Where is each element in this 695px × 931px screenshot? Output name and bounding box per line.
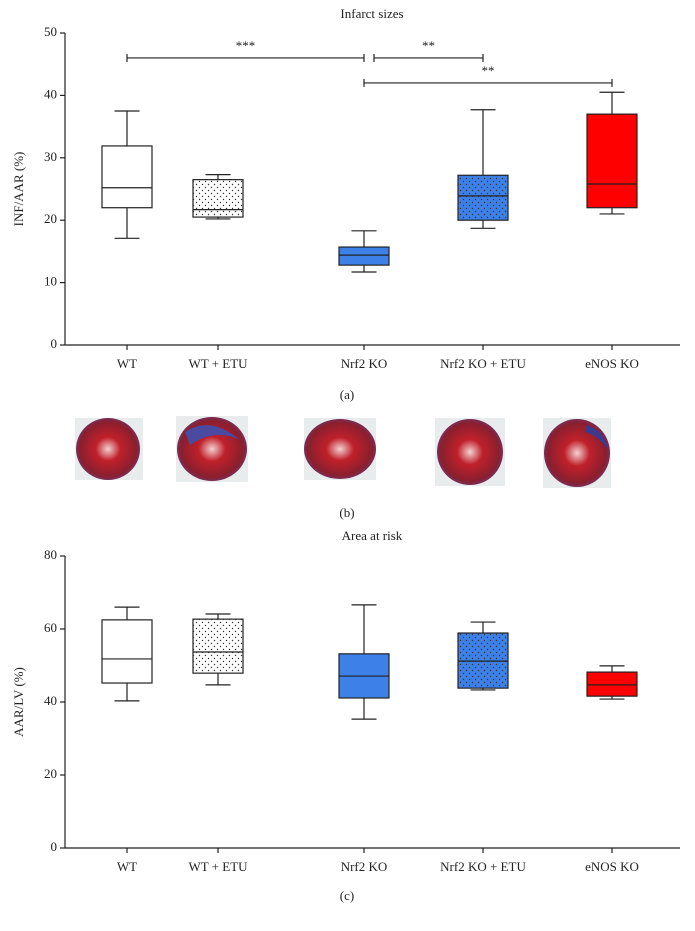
y-tick-label: 50 (44, 24, 57, 39)
x-tick-label: WT (117, 859, 137, 874)
y-tick-label: 40 (44, 86, 57, 101)
x-tick-label: eNOS KO (585, 356, 639, 371)
box (338, 246, 390, 266)
box-pattern (458, 175, 508, 221)
x-tick-label: Nrf2 KO + ETU (440, 356, 526, 371)
y-tick-label: 20 (44, 766, 57, 781)
chart-title: Area at risk (342, 528, 403, 543)
panel-label: (a) (340, 387, 354, 402)
y-tick-label: 30 (44, 149, 57, 164)
y-tick-label: 20 (44, 211, 57, 226)
y-tick-label: 40 (44, 693, 57, 708)
y-tick-label: 80 (44, 547, 57, 562)
panel-label: (c) (340, 888, 354, 903)
y-tick-label: 0 (51, 336, 58, 351)
box (586, 671, 638, 697)
box (101, 145, 153, 209)
panel-label: (b) (339, 505, 354, 520)
box-pattern (193, 179, 243, 218)
y-axis-label: AAR/LV (%) (11, 667, 26, 737)
x-tick-label: WT + ETU (188, 356, 248, 371)
sig-label: *** (236, 38, 256, 53)
sig-label: ** (482, 63, 495, 78)
chart-title: Infarct sizes (340, 6, 403, 21)
x-tick-label: Nrf2 KO (341, 356, 388, 371)
box-pattern (193, 619, 243, 674)
box (586, 113, 638, 209)
box (101, 619, 153, 684)
x-tick-label: Nrf2 KO (341, 859, 388, 874)
y-tick-label: 0 (51, 839, 58, 854)
x-tick-label: eNOS KO (585, 859, 639, 874)
heart-images (75, 416, 611, 488)
sig-label: ** (422, 38, 435, 53)
x-tick-label: WT (117, 356, 137, 371)
y-axis-label: INF/AAR (%) (11, 152, 26, 227)
x-tick-label: Nrf2 KO + ETU (440, 859, 526, 874)
y-tick-label: 10 (44, 274, 57, 289)
y-tick-label: 60 (44, 620, 57, 635)
x-tick-label: WT + ETU (188, 859, 248, 874)
